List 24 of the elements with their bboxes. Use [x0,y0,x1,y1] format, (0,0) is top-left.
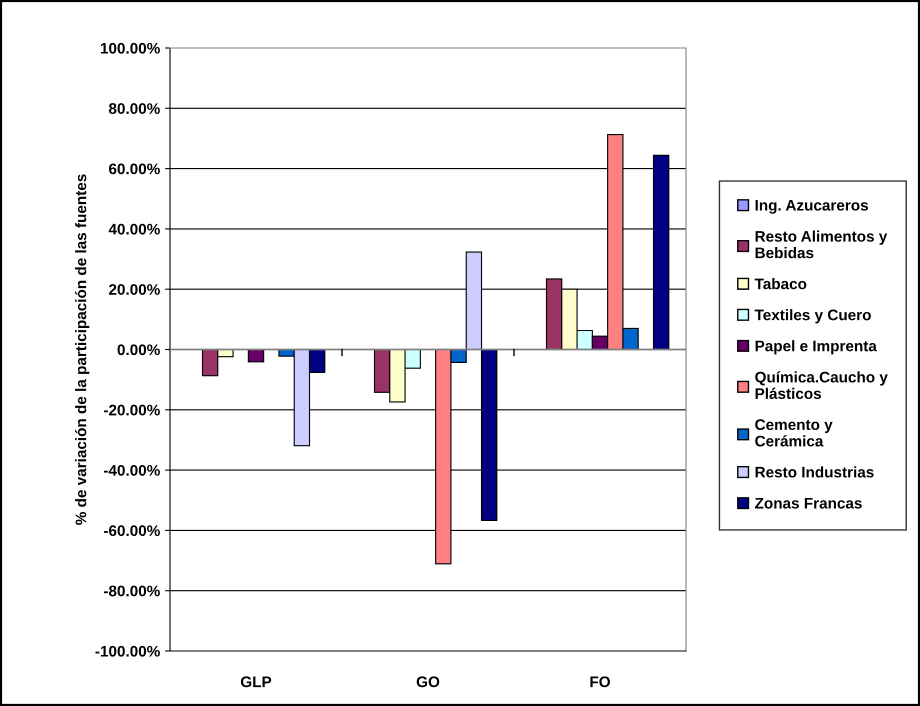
legend-label: Textiles y Cuero [754,309,871,324]
legend-label: Resto Alimentos y Bebidas [756,230,888,258]
legend-label: Química.Caucho y Plásticos [755,371,888,400]
legend-label: Papel e Imprenta [756,340,877,354]
legend-label: Resto Industrias [756,466,874,478]
y-tick-label: 80.00% [108,103,160,114]
y-tick-label: -80.00% [104,586,160,596]
y-tick-label: 100.00% [100,42,160,54]
y-tick-label: 60.00% [109,163,160,174]
y-tick-label: 0.00% [118,344,160,356]
legend-label: Tabaco [754,278,806,290]
legend-label: Cemento y Cerámica [755,419,833,447]
x-tick-label: FO [590,676,610,688]
y-axis-title: % de variación de la participación de las fuentes [74,174,90,525]
y-tick-label: 20.00% [108,284,160,295]
y-tick-label: 40.00% [108,224,160,235]
x-tick-label: GO [416,676,440,688]
y-tick-label: -20.00% [104,404,160,416]
y-tick-label: -60.00% [104,525,160,536]
legend-label: Ing. Azucareros [756,200,868,214]
x-tick-label: GLP [240,676,272,688]
y-tick-label: -100.00% [95,646,160,657]
legend-label: Zonas Francas [755,498,862,509]
y-tick-label: -40.00% [104,464,160,476]
